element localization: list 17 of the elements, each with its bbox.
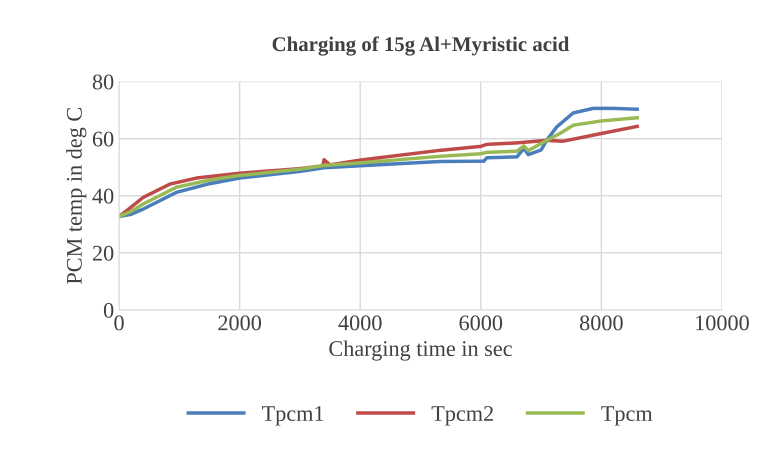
x-tick-label: 10000: [696, 315, 749, 330]
legend-label: Tpcm1: [262, 406, 324, 426]
x-tick-label: 0: [114, 315, 124, 330]
y-tick-label: 20: [92, 246, 114, 261]
x-tick-label: 8000: [580, 315, 623, 330]
y-tick-label: 80: [92, 74, 114, 90]
x-tick-label: 4000: [338, 315, 382, 330]
y-axis-title: PCM temp in deg C: [66, 108, 86, 284]
legend-label: Tpcm2: [432, 406, 493, 426]
y-tick-label: 0: [104, 302, 114, 318]
x-tick-label: 2000: [218, 315, 261, 330]
x-tick-label: 6000: [460, 315, 502, 330]
x-axis-title: Charging time in sec: [329, 340, 512, 361]
chart-title: Charging of 15g Al+Myristic acid: [272, 36, 570, 56]
y-tick-label: 60: [92, 132, 114, 147]
legend-label: Tpcm: [601, 406, 652, 426]
y-tick-label: 40: [92, 188, 114, 204]
